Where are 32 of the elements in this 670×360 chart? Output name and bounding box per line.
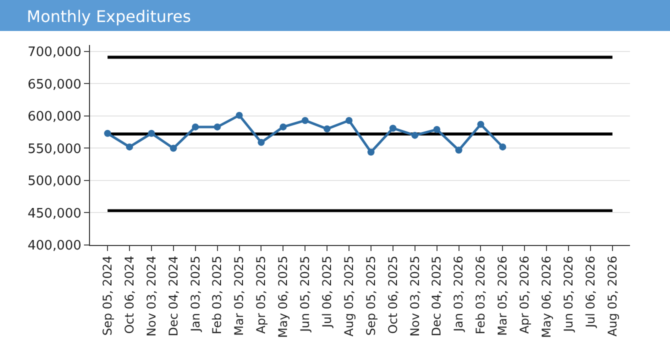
y-tick-label: 600,000 — [28, 110, 82, 125]
x-tick-label: Nov 03, 2024 — [144, 256, 158, 336]
x-tick-label: Aug 05, 2025 — [342, 256, 356, 336]
x-tick-label: Oct 06, 2024 — [122, 256, 136, 334]
x-tick-label: May 06, 2026 — [539, 256, 554, 338]
x-tick-label: Mar 05, 2025 — [232, 256, 246, 336]
x-tick-label: Dec 04, 2024 — [166, 256, 180, 336]
x-tick-label: Jun 05, 2026 — [561, 256, 576, 333]
x-tick-label: Dec 04, 2025 — [430, 256, 444, 336]
x-tick-label: Apr 05, 2026 — [518, 256, 532, 334]
x-tick-label: Nov 03, 2025 — [408, 256, 422, 336]
x-tick-label: Jul 06, 2025 — [320, 256, 334, 329]
y-tick-label: 450,000 — [28, 206, 82, 222]
y-tick-label: 700,000 — [28, 45, 82, 60]
chart-title: Monthly Expeditures — [26, 6, 191, 26]
y-tick-label: 650,000 — [28, 77, 82, 92]
x-tick-label: Apr 05, 2025 — [254, 256, 268, 334]
x-tick-label: Feb 03, 2026 — [474, 256, 488, 334]
x-tick-label: Feb 03, 2025 — [210, 256, 224, 334]
x-tick-label: May 06, 2025 — [276, 256, 290, 338]
x-tick-label: Sep 05, 2025 — [364, 256, 378, 336]
x-tick-label: Jul 06, 2026 — [583, 256, 598, 329]
x-tick-label: Sep 05, 2024 — [100, 256, 114, 336]
x-tick-label: Jan 03, 2026 — [452, 256, 466, 333]
y-tick-label: 400,000 — [28, 238, 82, 254]
x-tick-label: Jan 03, 2025 — [188, 256, 202, 333]
x-tick-label: Aug 05, 2026 — [605, 256, 620, 336]
x-tick-label: Jun 05, 2025 — [298, 256, 312, 333]
x-tick-label: Mar 05, 2026 — [496, 256, 510, 336]
y-tick-label: 500,000 — [28, 174, 82, 190]
x-tick-label: Oct 06, 2025 — [386, 256, 400, 334]
y-tick-label: 550,000 — [28, 142, 82, 157]
